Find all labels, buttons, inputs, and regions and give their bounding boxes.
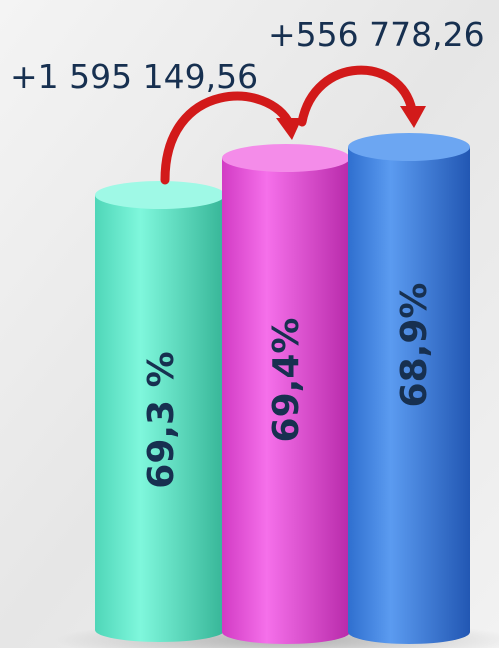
cylinder <box>222 144 350 644</box>
bar-label: 69,3 % <box>141 351 182 488</box>
arrow <box>160 65 417 185</box>
cylinder <box>348 133 470 644</box>
bar-label: 69,4% <box>266 318 307 443</box>
arrow-head <box>276 118 302 140</box>
cylinder <box>95 181 225 642</box>
bar-label: 68,9% <box>394 283 435 408</box>
annotation: +1 595 149,56 <box>10 57 258 96</box>
arrow-head <box>400 106 426 128</box>
annotation: +556 778,26 <box>268 15 485 54</box>
